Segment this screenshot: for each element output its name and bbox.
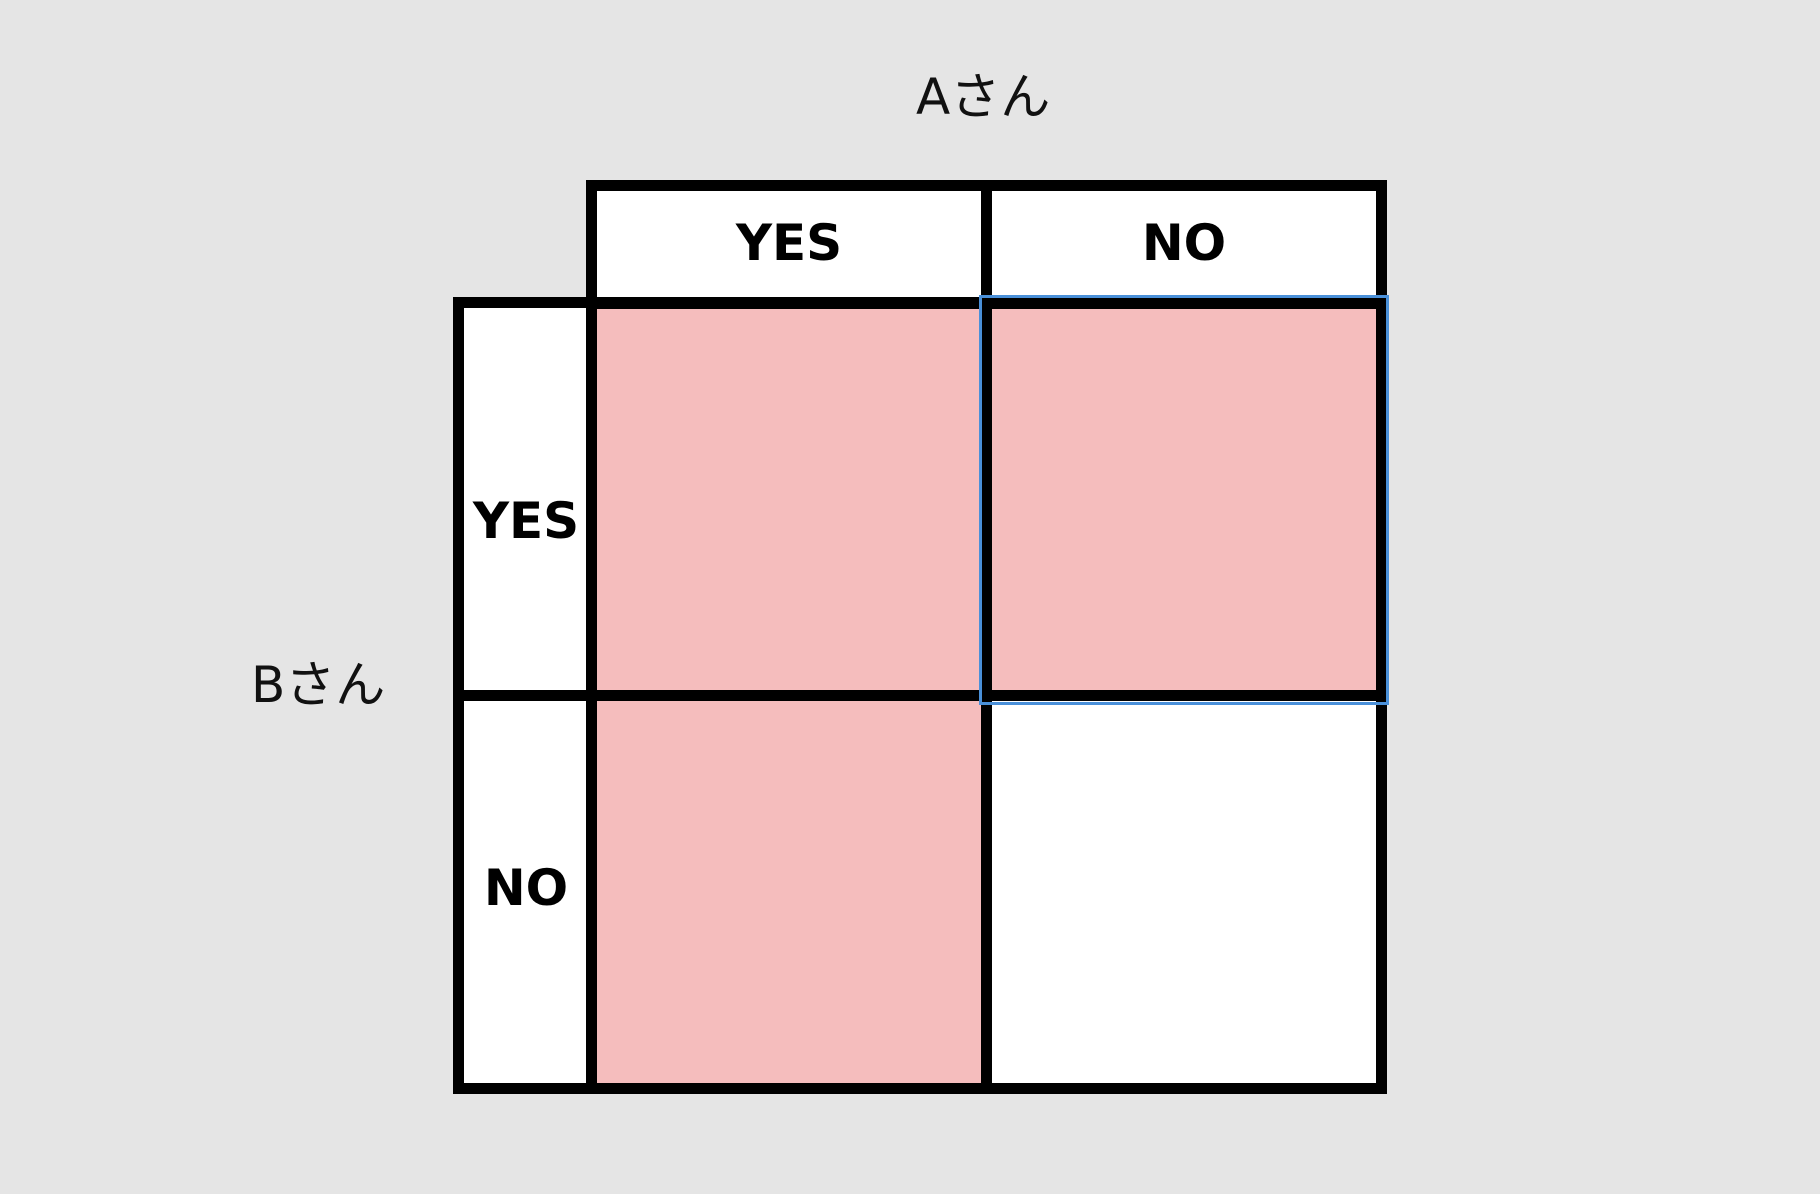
cell-yes-yes[interactable] (597, 309, 981, 690)
cell-b-yes-a-no[interactable] (992, 309, 1376, 690)
column-player-label: Aさん (916, 68, 1051, 126)
row-divider (453, 690, 1387, 701)
cell-no-no[interactable] (992, 700, 1376, 1083)
cell-b-no-a-yes[interactable] (597, 700, 981, 1083)
header-divider (981, 180, 992, 309)
row-header-no: NO (483, 859, 569, 917)
column-header-no: NO (1141, 214, 1227, 272)
column-header-yes: YES (735, 214, 843, 272)
row-player-label: Bさん (251, 656, 386, 714)
row-header-yes: YES (472, 492, 580, 550)
